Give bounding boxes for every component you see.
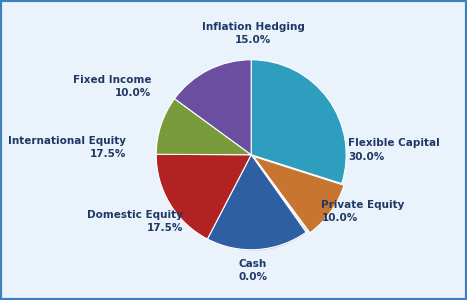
Text: Cash
0.0%: Cash 0.0% — [239, 259, 268, 282]
Wedge shape — [156, 154, 251, 239]
Text: Flexible Capital
30.0%: Flexible Capital 30.0% — [348, 138, 440, 162]
Ellipse shape — [165, 74, 341, 250]
Text: Fixed Income
10.0%: Fixed Income 10.0% — [73, 75, 151, 98]
Wedge shape — [254, 156, 344, 233]
Wedge shape — [207, 155, 306, 250]
Wedge shape — [175, 60, 251, 155]
Text: Domestic Equity
17.5%: Domestic Equity 17.5% — [87, 210, 183, 233]
Wedge shape — [251, 155, 308, 232]
Wedge shape — [251, 60, 346, 184]
Text: Inflation Hedging
15.0%: Inflation Hedging 15.0% — [202, 22, 304, 45]
Text: International Equity
17.5%: International Equity 17.5% — [8, 136, 126, 159]
Wedge shape — [156, 99, 251, 155]
Text: Private Equity
10.0%: Private Equity 10.0% — [321, 200, 405, 223]
